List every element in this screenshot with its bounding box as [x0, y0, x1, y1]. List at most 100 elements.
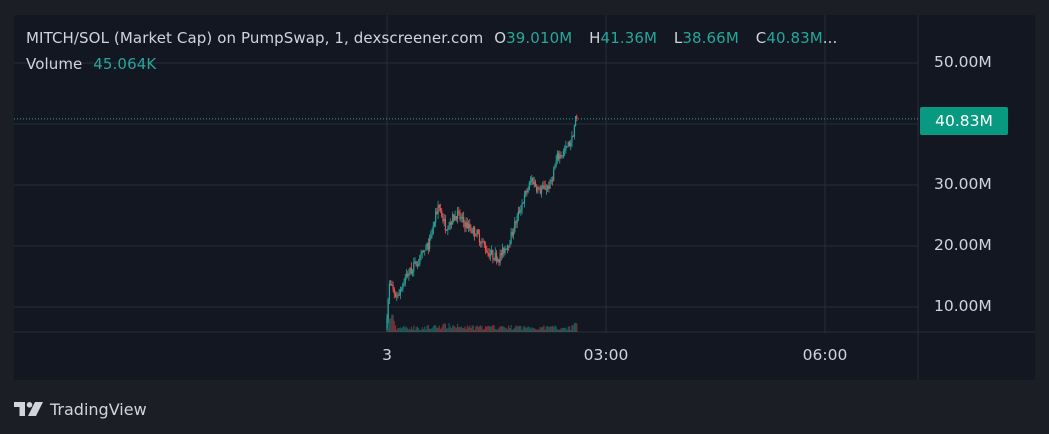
volume-bar — [415, 326, 417, 332]
volume-bar — [480, 325, 482, 332]
volume-bar — [560, 328, 562, 332]
volume-bar — [461, 327, 464, 332]
symbol-title: MITCH/SOL (Market Cap) on PumpSwap, 1, d… — [26, 29, 484, 47]
candle-body — [517, 210, 519, 216]
candle-body — [565, 146, 567, 151]
volume-bar — [487, 325, 489, 332]
volume-bar — [499, 326, 501, 332]
volume-bar — [444, 323, 446, 332]
volume-bar — [540, 327, 543, 332]
volume-bar — [475, 326, 477, 332]
candle-body — [538, 187, 540, 189]
volume-bar — [528, 326, 530, 332]
candle-body — [399, 290, 401, 295]
volume-bar — [456, 323, 459, 332]
candle-body — [416, 265, 419, 267]
candle-body — [534, 181, 537, 187]
volume-bar — [481, 326, 483, 332]
volume-bar — [449, 326, 451, 332]
candle-body — [551, 180, 554, 182]
high-key: H — [589, 29, 601, 47]
candle-body — [494, 252, 496, 260]
candle-body — [438, 205, 440, 208]
candle-body — [501, 247, 504, 256]
volume-bar — [536, 329, 538, 332]
candle-body — [424, 250, 426, 252]
volume-bar — [478, 326, 481, 332]
volume-key: Volume — [26, 55, 83, 73]
volume-bar — [516, 325, 518, 332]
candle-body — [492, 250, 494, 259]
volume-bar — [545, 326, 547, 332]
open-key: O — [494, 29, 507, 47]
candle-body — [404, 277, 406, 284]
volume-bar — [565, 327, 567, 332]
candle-body — [481, 241, 483, 244]
candle-body — [464, 222, 466, 228]
candle-body — [525, 191, 527, 195]
candle-body — [564, 150, 566, 152]
volume-value: 45.064K — [93, 55, 157, 73]
candle-body — [503, 247, 505, 254]
volume-bar — [533, 328, 535, 332]
volume-bar — [549, 326, 551, 332]
volume-bar — [521, 329, 523, 332]
open-value: 39.010M — [506, 29, 573, 47]
volume-bar — [465, 328, 467, 332]
volume-bar — [531, 327, 533, 332]
volume-bar — [397, 327, 399, 332]
volume-bar — [508, 325, 510, 332]
volume-bar — [472, 325, 474, 332]
volume-bar — [488, 325, 490, 332]
candle-body — [504, 248, 506, 254]
volume-bar — [566, 329, 568, 332]
volume-bar — [393, 320, 395, 332]
volume-bar — [515, 325, 517, 332]
close-value: 40.83M — [766, 29, 823, 47]
branding-text: TradingView — [50, 399, 147, 419]
candle-body — [549, 180, 551, 189]
volume-bar — [482, 329, 484, 332]
candle-body — [435, 211, 437, 223]
candle-body — [572, 136, 574, 138]
volume-bar — [493, 325, 495, 332]
volume-bar — [416, 326, 419, 332]
volume-bar — [405, 326, 408, 332]
candle-body — [529, 181, 532, 183]
candle-body — [407, 274, 409, 276]
volume-bar — [442, 324, 444, 332]
volume-bar — [425, 329, 427, 332]
candle-body — [532, 177, 534, 185]
volume-bar — [476, 325, 478, 332]
volume-bar — [443, 323, 445, 332]
candle-body — [548, 185, 550, 189]
volume-bar — [529, 328, 532, 332]
volume-bar — [428, 328, 431, 332]
candle-body — [571, 136, 573, 144]
candle-body — [415, 261, 417, 267]
tradingview-branding[interactable]: TradingView — [14, 398, 147, 420]
candle-body — [388, 283, 391, 300]
volume-bar — [421, 327, 423, 332]
volume-bar — [573, 323, 575, 332]
candle-body — [500, 253, 502, 256]
volume-bar — [555, 326, 557, 332]
volume-bar — [525, 327, 527, 332]
candle-body — [456, 211, 459, 220]
volume-bar — [538, 329, 540, 332]
candle-body — [394, 293, 397, 297]
volume-bar — [505, 328, 507, 332]
candle-body — [547, 185, 549, 189]
volume-bar — [394, 325, 397, 332]
volume-bar — [448, 323, 450, 332]
volume-bar — [441, 327, 443, 332]
volume-bar — [419, 329, 421, 332]
candle-body — [461, 216, 464, 218]
candle-body — [511, 232, 513, 236]
candle-body — [486, 250, 488, 253]
volume-bar — [491, 326, 493, 332]
volume-bar — [403, 325, 405, 332]
candle-body — [498, 259, 500, 263]
candle-body — [505, 248, 507, 250]
